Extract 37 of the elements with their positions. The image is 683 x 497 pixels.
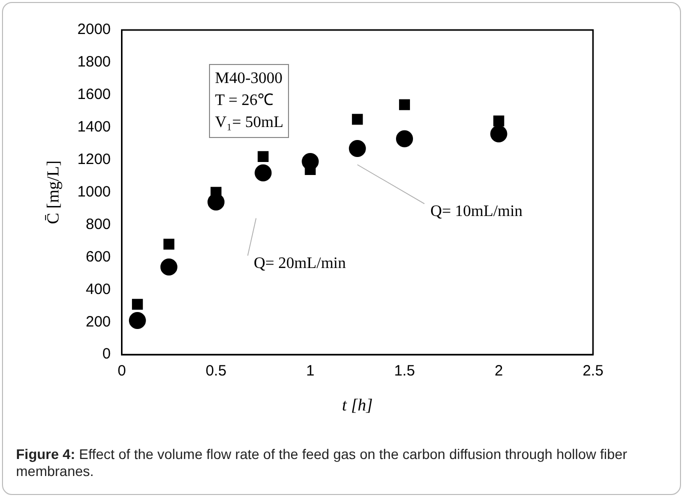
x-tick-label: 0.5 <box>206 362 226 380</box>
annotation: Q= 10mL/min <box>430 202 523 220</box>
x-tick-label: 2.5 <box>582 362 604 380</box>
point <box>352 114 363 125</box>
x-tick-label: 1 <box>306 362 314 380</box>
y-tick-label: 600 <box>86 248 111 266</box>
y-tick-label: 2000 <box>77 21 111 38</box>
point <box>396 130 414 148</box>
x-tick-label: 2 <box>494 362 503 380</box>
point <box>160 258 178 276</box>
y-tick-label: 1000 <box>77 183 111 200</box>
x-axis-title: t [h] <box>342 395 373 414</box>
y-tick-label: 1600 <box>77 86 111 104</box>
y-tick-label: 200 <box>86 313 111 330</box>
annotation: T = 26℃ <box>215 91 275 111</box>
y-tick-label: 800 <box>86 216 111 233</box>
point <box>258 151 269 162</box>
point <box>132 298 143 310</box>
x-tick-label: 1.5 <box>394 362 415 380</box>
y-tick-label: 0 <box>102 346 111 363</box>
y-tick-label: 1800 <box>77 54 111 71</box>
point <box>490 125 508 142</box>
point <box>163 238 174 250</box>
x-tick-label: 0 <box>118 362 126 380</box>
point <box>399 99 410 110</box>
point <box>348 140 366 157</box>
point <box>493 115 504 126</box>
y-tick-label: 1400 <box>77 118 111 136</box>
annotation: Q= 20mL/min <box>254 254 346 272</box>
y-axis-title: C̄ [mg/L] <box>44 160 63 224</box>
y-tick-label: 400 <box>86 280 111 298</box>
point <box>128 312 146 330</box>
y-tick-label: 1200 <box>77 150 111 168</box>
annotation: V₁= 50mL <box>215 113 284 133</box>
annotation: M40-3000 <box>215 69 284 89</box>
point <box>254 164 272 182</box>
caption: Figure 4: Effect of the volume flow rate of the feed gas on the carbon diffusion through hollow fiber membranes. <box>16 446 628 480</box>
